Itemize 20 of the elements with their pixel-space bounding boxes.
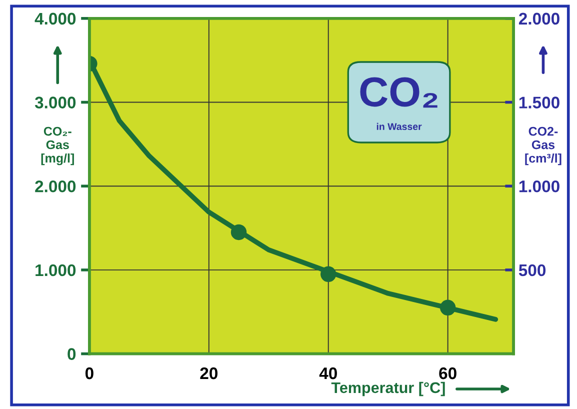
y2-tick-label: 1.500 <box>519 96 560 108</box>
y-tick-label: 4.000 <box>34 12 76 25</box>
point <box>230 224 247 240</box>
annotation: CO₂ <box>360 77 438 108</box>
y-axis-title: CO₂- Gas [mg/l] <box>41 126 74 166</box>
y-tick-label: 0 <box>68 348 76 360</box>
annotation: in Wasser <box>376 122 422 130</box>
y-tick-label: 3.000 <box>34 96 76 108</box>
y2-tick-label: 2.000 <box>518 12 560 25</box>
x-tick-label: 0 <box>85 367 94 380</box>
x-tick-label: 20 <box>200 367 218 380</box>
y2-tick-label: 1.000 <box>519 180 560 192</box>
x-tick-label: 40 <box>319 367 337 380</box>
y-tick-label: 1.000 <box>36 264 76 276</box>
point <box>320 266 336 282</box>
y2-tick-label: 500 <box>518 264 546 276</box>
y-tick-label: 2.000 <box>35 180 76 192</box>
x-axis-title: Temperatur [°C] <box>331 382 445 396</box>
y2-axis-title: CO2- Gas [cm³/l] <box>525 126 562 166</box>
x-tick-label: 60 <box>439 367 456 380</box>
